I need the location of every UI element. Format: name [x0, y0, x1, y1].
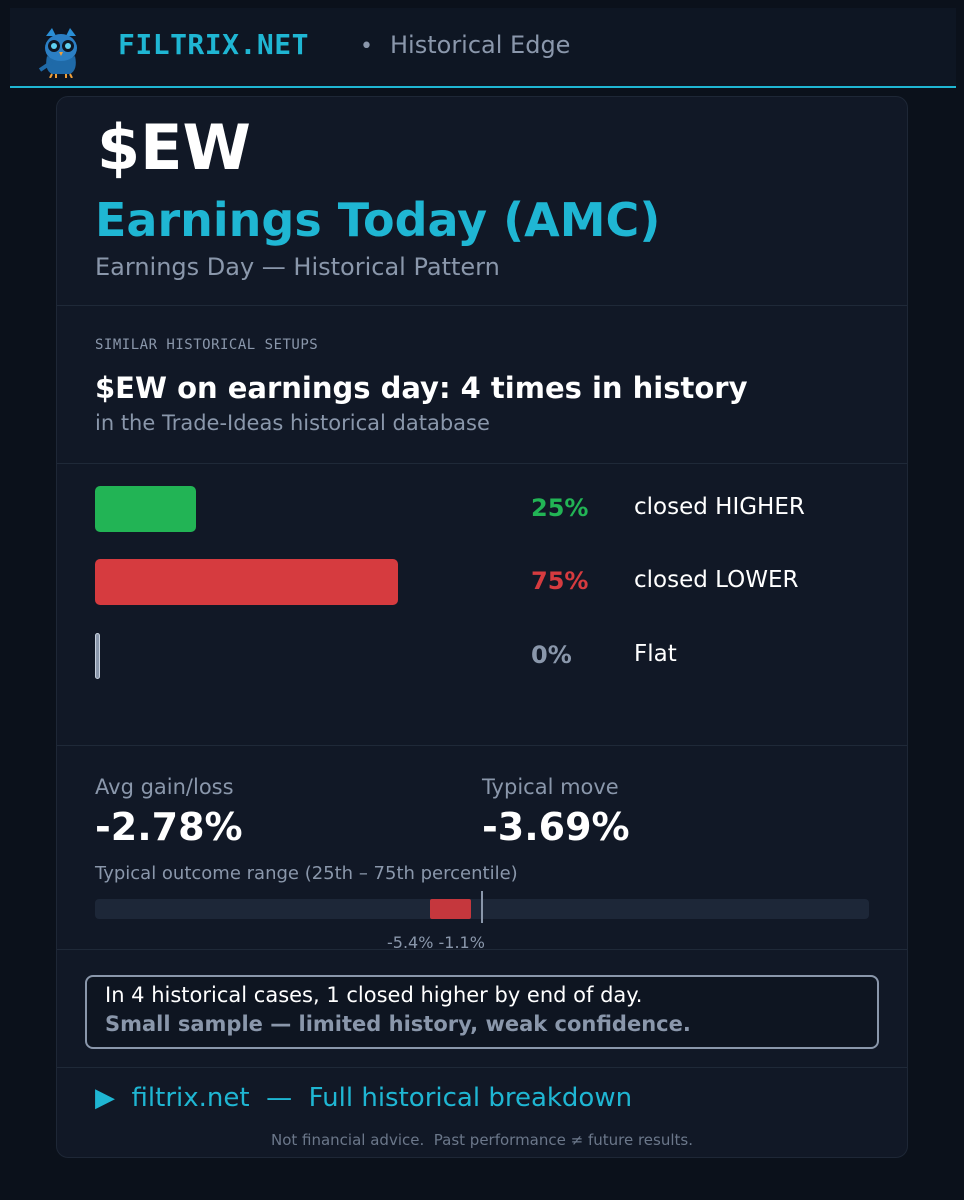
brand-subtitle: Historical Edge [390, 31, 571, 59]
divider [57, 1067, 907, 1068]
edge-card: $EW Earnings Today (AMC) Earnings Day — … [56, 96, 908, 1158]
outcome-pct-lower: 75% [531, 567, 589, 595]
full-breakdown-link[interactable]: ▶ filtrix.net — Full historical breakdow… [95, 1083, 632, 1113]
range-tick-labels: -5.4% -1.1% [387, 933, 485, 952]
outcome-label-higher: closed HIGHER [634, 494, 805, 520]
avg-gain-value: -2.78% [95, 805, 243, 849]
divider [57, 305, 907, 306]
typical-move-label: Typical move [482, 775, 619, 799]
outcome-bar-higher [95, 486, 196, 532]
divider [57, 745, 907, 746]
note-summary: In 4 historical cases, 1 closed higher b… [105, 983, 643, 1007]
cta-text: filtrix.net — Full historical breakdown [131, 1083, 633, 1113]
outcome-bar-flat [95, 633, 100, 679]
owl-icon [38, 28, 77, 78]
outcome-pct-flat: 0% [531, 641, 572, 669]
ticker-symbol: $EW [97, 111, 251, 184]
outcome-row-flat: 0% Flat [57, 633, 907, 679]
outcome-bar-lower [95, 559, 398, 605]
note-warning: Small sample — limited history, weak con… [105, 1012, 691, 1036]
divider [57, 463, 907, 464]
divider [57, 949, 907, 950]
range-band [429, 899, 472, 919]
outcome-row-lower: 75% closed LOWER [57, 559, 907, 605]
disclaimer: Not financial advice. Past performance ≠… [270, 1131, 693, 1149]
typical-move-value: -3.69% [482, 805, 630, 849]
range-zero-marker [481, 891, 483, 923]
range-high-label: -1.1% [438, 933, 485, 952]
brand-separator: • [360, 34, 373, 59]
setup-subtitle: in the Trade-Ideas historical database [95, 411, 490, 435]
setup-title: $EW on earnings day: 4 times in history [95, 371, 748, 405]
summary-note: In 4 historical cases, 1 closed higher b… [85, 975, 879, 1049]
event-subhead: Earnings Day — Historical Pattern [95, 253, 500, 281]
outcome-label-lower: closed LOWER [634, 567, 799, 593]
range-track [95, 891, 869, 923]
outcome-pct-higher: 25% [531, 494, 589, 522]
brand-name[interactable]: FILTRIX.NET [118, 28, 309, 61]
range-low-label: -5.4% [387, 933, 434, 952]
top-bar: FILTRIX.NET • Historical Edge [10, 8, 956, 88]
outcome-row-higher: 25% closed HIGHER [57, 486, 907, 532]
play-arrow-icon: ▶ [95, 1083, 115, 1113]
section-label: SIMILAR HISTORICAL SETUPS [95, 337, 319, 353]
avg-gain-label: Avg gain/loss [95, 775, 234, 799]
event-headline: Earnings Today (AMC) [95, 193, 661, 247]
outcome-label-flat: Flat [634, 641, 677, 667]
range-label: Typical outcome range (25th – 75th perce… [95, 863, 518, 884]
